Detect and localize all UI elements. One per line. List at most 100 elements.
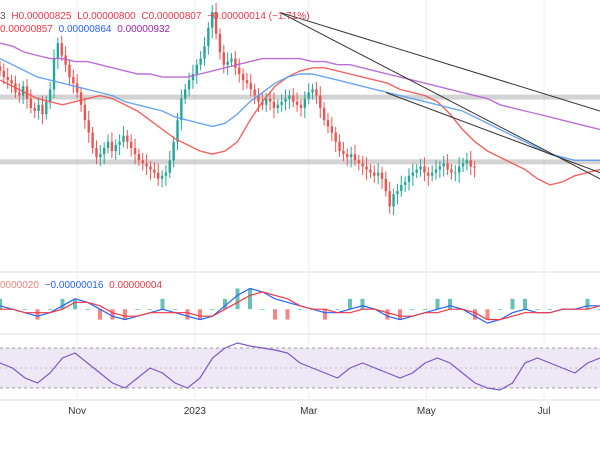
candle (326, 112, 330, 134)
candle-body (141, 160, 144, 164)
macd-histogram-bar (323, 309, 327, 320)
macd-histogram-bar (210, 309, 215, 311)
macd-histogram-bar (360, 298, 365, 310)
candle-body (315, 89, 318, 96)
candle-body (369, 169, 372, 173)
level-band-1 (0, 159, 600, 165)
candle (214, 3, 218, 40)
candle-body (10, 80, 13, 84)
macd-histogram-bar (23, 309, 27, 311)
candle-body (415, 169, 418, 173)
candle-body (207, 27, 210, 47)
candle (349, 146, 353, 168)
macd-histogram-bar (348, 298, 352, 310)
candle (203, 36, 206, 66)
macd-histogram-bar (448, 298, 452, 310)
candle (427, 167, 430, 186)
candle-body (454, 172, 457, 174)
macd-histogram-bar (523, 298, 527, 310)
candle (0, 60, 2, 77)
macd-histogram-bar (48, 309, 52, 311)
macd-line-value: −0.00000016 (44, 280, 104, 291)
macd-histogram-bar (110, 309, 115, 320)
candle-body (292, 95, 295, 102)
macd-pane (0, 287, 600, 324)
candle (342, 141, 345, 162)
candle (315, 81, 318, 105)
macd-histogram-bar (248, 288, 252, 310)
x-tick-label-1: 2023 (184, 406, 207, 417)
candle-body (64, 55, 67, 65)
candle-body (195, 64, 198, 74)
candle (295, 92, 299, 112)
macd-histogram-bar (285, 309, 290, 320)
candle-body (346, 154, 349, 158)
candle-body (338, 141, 341, 152)
macd-histogram-bar (298, 309, 302, 311)
ma-fast-value: 0.00000857 (0, 24, 53, 35)
candle-body (403, 181, 407, 185)
macd-histogram-bar (548, 309, 552, 311)
x-tick-label-2: Mar (300, 406, 318, 417)
candle-body (438, 166, 442, 170)
ohlc-close: C0.00000807 (141, 11, 202, 22)
candle (145, 154, 148, 176)
candle (56, 37, 60, 69)
candle (461, 157, 465, 172)
macd-histogram-bar (160, 298, 165, 310)
candle-body (284, 98, 287, 102)
candle (75, 73, 79, 99)
macd-histogram-bar (485, 309, 490, 320)
candle (87, 110, 90, 143)
candle (253, 83, 256, 105)
candle (99, 144, 102, 166)
candle (168, 151, 171, 179)
trendline-0 (279, 11, 600, 112)
candle (338, 134, 341, 157)
macd-histogram-bar (123, 309, 127, 320)
candle (288, 90, 291, 109)
candle (91, 126, 94, 154)
candle-body (322, 107, 326, 121)
candle (465, 152, 469, 171)
x-tick-label-0: Nov (68, 406, 86, 417)
candle-body (442, 163, 445, 167)
candle-body (29, 98, 33, 108)
candle-body (326, 120, 330, 127)
series-ma-fast (0, 67, 600, 186)
candle (45, 96, 48, 120)
ohlc-change: −0.00000014 (−1.71%) (207, 11, 310, 22)
candle (361, 155, 364, 176)
macd-histogram-value: 0000020 (0, 280, 39, 291)
candle-body (118, 141, 121, 145)
candle (2, 63, 6, 85)
macd-histogram-bar (35, 309, 40, 320)
candle (403, 176, 407, 193)
candle (400, 175, 403, 197)
candle (118, 134, 121, 156)
macd-histogram-bar (260, 309, 265, 311)
candle-body (407, 175, 411, 182)
candle-body (276, 104, 280, 108)
candle-body (191, 73, 195, 81)
candle (241, 68, 245, 91)
candle (180, 89, 183, 131)
macd-histogram-bar (185, 309, 190, 320)
candle (423, 157, 426, 182)
macd-histogram-bar (398, 309, 402, 320)
ohlc-open: 3 (0, 11, 6, 22)
candle (133, 138, 137, 165)
candle-body (253, 89, 256, 96)
candle (226, 52, 229, 75)
candle (18, 83, 21, 103)
macd-histogram-bar (535, 309, 540, 311)
candle (95, 140, 98, 165)
candle-body (180, 98, 183, 121)
candle-body (450, 169, 453, 173)
candle-body (149, 166, 152, 170)
macd-histogram-bar (0, 298, 2, 310)
macd-histogram-bar (498, 309, 502, 311)
candle (211, 4, 214, 38)
candle (303, 91, 307, 119)
